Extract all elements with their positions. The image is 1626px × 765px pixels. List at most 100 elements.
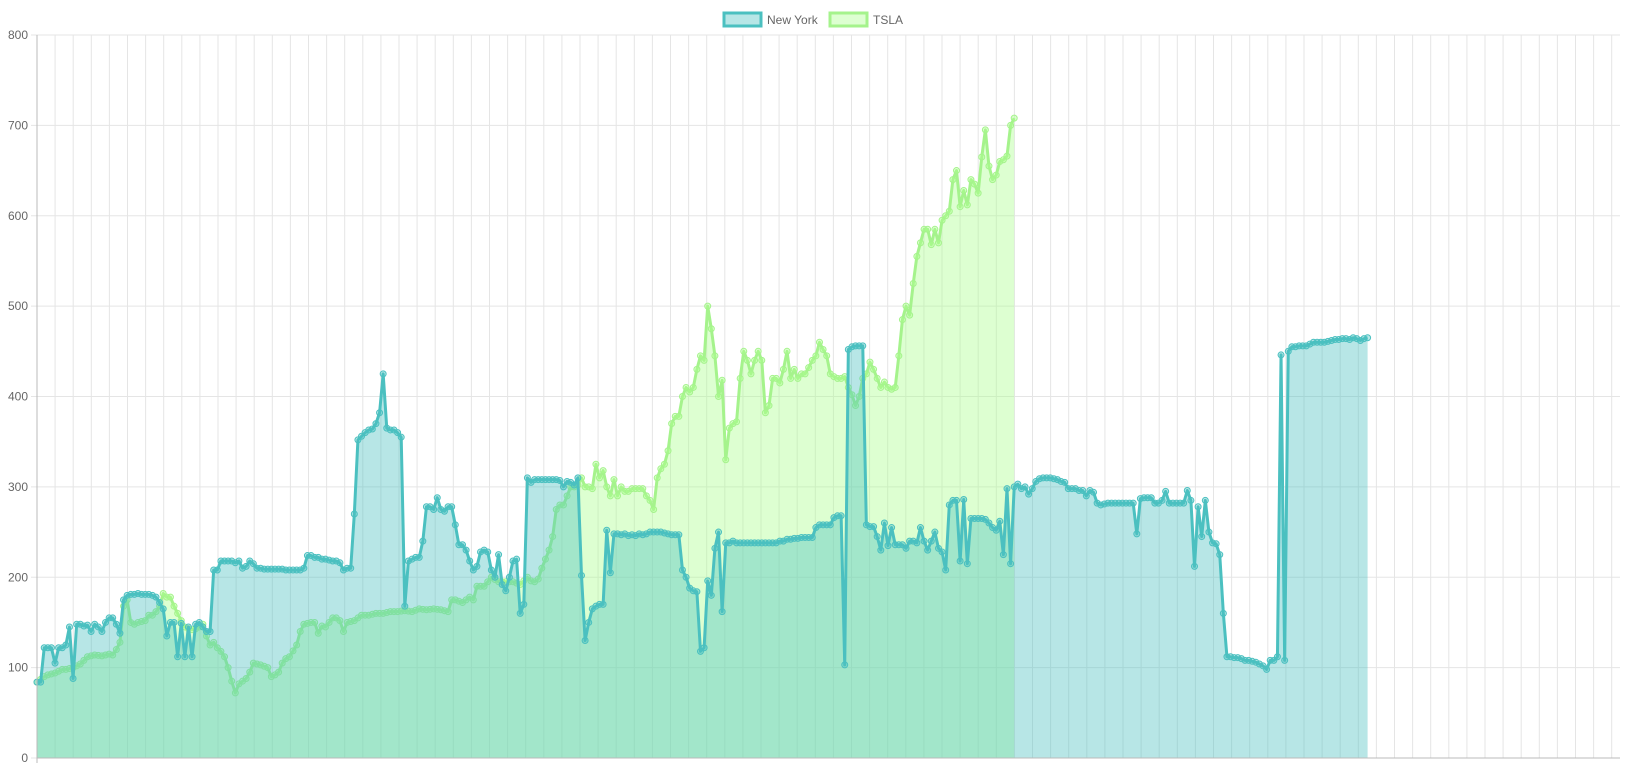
data-point[interactable] <box>859 342 867 350</box>
data-point[interactable] <box>350 510 358 518</box>
data-point[interactable] <box>870 523 878 531</box>
data-point[interactable] <box>545 546 553 554</box>
data-point[interactable] <box>1338 335 1346 343</box>
data-point[interactable] <box>852 342 860 350</box>
data-point[interactable] <box>866 523 874 531</box>
data-point[interactable] <box>1068 485 1076 493</box>
data-point[interactable] <box>801 533 809 541</box>
data-point[interactable] <box>495 551 503 559</box>
data-point[interactable] <box>1108 499 1116 507</box>
data-point[interactable] <box>715 393 723 400</box>
data-point[interactable] <box>617 483 625 491</box>
data-point[interactable] <box>1356 336 1364 344</box>
data-point[interactable] <box>1241 656 1249 664</box>
data-point[interactable] <box>221 557 229 565</box>
data-point[interactable] <box>260 565 268 573</box>
data-point[interactable] <box>805 364 813 372</box>
data-point[interactable] <box>1252 658 1260 666</box>
data-point[interactable] <box>174 653 182 661</box>
data-point[interactable] <box>801 370 809 378</box>
data-point[interactable] <box>466 557 474 565</box>
data-point[interactable] <box>221 653 229 661</box>
data-point[interactable] <box>678 566 686 574</box>
data-point[interactable] <box>249 560 257 568</box>
data-point[interactable] <box>599 467 607 475</box>
data-point[interactable] <box>1317 338 1325 346</box>
data-point[interactable] <box>430 505 438 513</box>
data-point[interactable] <box>1183 486 1191 494</box>
data-point[interactable] <box>668 531 676 539</box>
data-point[interactable] <box>210 638 218 646</box>
data-point[interactable] <box>109 651 117 659</box>
data-point[interactable] <box>902 302 910 310</box>
data-point[interactable] <box>184 623 192 631</box>
data-point[interactable] <box>1230 654 1238 662</box>
data-point[interactable] <box>953 167 961 175</box>
data-point[interactable] <box>743 356 751 364</box>
data-point[interactable] <box>415 553 423 561</box>
data-point[interactable] <box>758 539 766 547</box>
data-point[interactable] <box>769 374 777 382</box>
data-point[interactable] <box>707 591 715 599</box>
data-point[interactable] <box>956 203 964 211</box>
data-point[interactable] <box>145 611 153 619</box>
data-point[interactable] <box>340 627 347 635</box>
data-point[interactable] <box>397 433 405 441</box>
data-point[interactable] <box>1104 499 1112 507</box>
data-point[interactable] <box>682 573 690 581</box>
data-point[interactable] <box>635 485 643 493</box>
data-point[interactable] <box>678 393 686 400</box>
data-point[interactable] <box>300 564 308 572</box>
data-point[interactable] <box>787 374 795 382</box>
data-point[interactable] <box>451 521 459 529</box>
data-point[interactable] <box>163 593 171 601</box>
data-point[interactable] <box>480 546 488 554</box>
data-point[interactable] <box>516 609 524 617</box>
data-point[interactable] <box>556 501 564 509</box>
data-point[interactable] <box>1331 336 1339 344</box>
data-point[interactable] <box>282 655 290 663</box>
data-point[interactable] <box>909 537 917 545</box>
data-point[interactable] <box>408 555 416 563</box>
data-point[interactable] <box>487 566 495 574</box>
data-point[interactable] <box>953 496 961 504</box>
data-point[interactable] <box>336 559 344 567</box>
data-point[interactable] <box>358 611 366 619</box>
data-point[interactable] <box>711 352 719 360</box>
data-point[interactable] <box>967 515 975 523</box>
data-point[interactable] <box>913 252 921 260</box>
data-point[interactable] <box>1133 530 1141 538</box>
data-point[interactable] <box>725 539 733 547</box>
data-point[interactable] <box>484 578 492 586</box>
data-point[interactable] <box>621 530 629 538</box>
data-point[interactable] <box>314 629 322 637</box>
data-point[interactable] <box>130 620 138 628</box>
data-point[interactable] <box>906 537 914 545</box>
data-point[interactable] <box>931 528 939 536</box>
data-point[interactable] <box>769 539 777 547</box>
data-point[interactable] <box>722 456 730 464</box>
data-point[interactable] <box>989 176 997 184</box>
data-point[interactable] <box>603 483 611 491</box>
data-point[interactable] <box>971 180 979 188</box>
data-point[interactable] <box>971 515 979 523</box>
data-point[interactable] <box>138 590 146 598</box>
data-point[interactable] <box>264 664 272 672</box>
data-point[interactable] <box>779 365 787 373</box>
data-point[interactable] <box>1003 485 1011 493</box>
data-point[interactable] <box>1306 340 1314 348</box>
data-point[interactable] <box>891 541 899 549</box>
data-point[interactable] <box>646 528 654 536</box>
data-point[interactable] <box>949 176 957 184</box>
data-point[interactable] <box>581 637 589 645</box>
data-point[interactable] <box>116 638 124 646</box>
data-point[interactable] <box>765 539 773 547</box>
data-point[interactable] <box>776 537 784 545</box>
data-point[interactable] <box>866 358 874 366</box>
data-point[interactable] <box>577 571 585 579</box>
data-point[interactable] <box>642 492 650 500</box>
data-point[interactable] <box>210 566 218 574</box>
data-point[interactable] <box>718 608 726 616</box>
data-point[interactable] <box>563 492 571 500</box>
data-point[interactable] <box>945 501 953 509</box>
